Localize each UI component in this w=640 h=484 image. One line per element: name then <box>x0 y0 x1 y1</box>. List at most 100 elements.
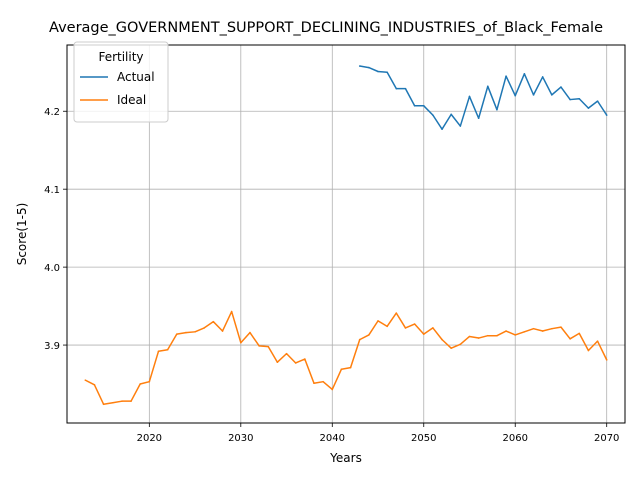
chart-title: Average_GOVERNMENT_SUPPORT_DECLINING_IND… <box>49 20 603 36</box>
data-point-ideal <box>322 380 324 383</box>
data-point-ideal <box>84 379 87 381</box>
data-point-ideal <box>340 368 343 371</box>
data-point-ideal <box>313 382 315 385</box>
data-point-actual <box>523 73 526 75</box>
data-point-actual <box>532 94 535 96</box>
data-point-actual <box>496 108 498 111</box>
legend-title: Fertility <box>98 50 143 64</box>
data-point-actual <box>560 86 562 88</box>
plot-area-frame <box>66 44 626 424</box>
data-point-actual <box>377 70 379 73</box>
data-point-ideal <box>121 400 123 402</box>
data-point-ideal <box>267 345 270 348</box>
data-point-ideal <box>486 334 489 337</box>
y-tick-label: 3.9 <box>44 341 60 352</box>
x-tick-label: 2060 <box>503 433 528 444</box>
data-point-actual <box>432 114 434 116</box>
legend: Fertility Actual Ideal <box>73 41 169 123</box>
data-point-ideal <box>230 310 233 313</box>
data-point-ideal <box>221 330 224 332</box>
x-tick-label: 2020 <box>137 433 162 444</box>
data-point-ideal <box>249 331 251 334</box>
data-point-actual <box>395 87 398 90</box>
data-point-actual <box>386 71 388 74</box>
data-point-ideal <box>523 331 526 333</box>
x-tick-label: 2070 <box>594 433 619 444</box>
data-point-ideal <box>240 341 242 344</box>
data-point-ideal <box>422 333 425 335</box>
data-point-ideal <box>258 345 260 347</box>
data-point-ideal <box>148 380 151 383</box>
data-point-ideal <box>569 338 571 340</box>
series-line-ideal <box>84 310 608 406</box>
axis-ticks: 2020 2030 2040 2050 2060 2070 3.9 4.0 4.1 4.2 <box>44 107 619 444</box>
data-point-actual <box>477 117 480 120</box>
data-point-actual <box>486 85 489 88</box>
data-point-ideal <box>496 334 498 337</box>
data-point-actual <box>541 76 544 78</box>
x-axis-label: Years <box>329 451 362 465</box>
data-point-ideal <box>413 323 416 325</box>
legend-label-ideal: Ideal <box>117 93 146 107</box>
data-point-ideal <box>450 347 453 349</box>
data-point-ideal <box>93 384 96 386</box>
data-point-actual <box>514 94 517 97</box>
data-point-ideal <box>285 352 288 355</box>
data-point-ideal <box>541 330 544 332</box>
data-point-ideal <box>358 338 361 341</box>
data-point-actual <box>596 100 599 102</box>
data-point-ideal <box>532 327 535 330</box>
data-point-actual <box>551 94 553 96</box>
data-point-ideal <box>432 327 434 329</box>
data-point-ideal <box>212 320 215 323</box>
data-point-ideal <box>139 383 141 385</box>
data-point-ideal <box>596 340 599 342</box>
data-point-actual <box>450 113 453 116</box>
series-lines <box>84 65 608 406</box>
data-point-ideal <box>304 358 306 360</box>
data-point-ideal <box>386 325 388 328</box>
data-point-ideal <box>551 327 553 330</box>
data-point-ideal <box>203 327 206 329</box>
data-point-actual <box>413 104 416 107</box>
data-point-ideal <box>477 337 480 339</box>
legend-frame <box>73 41 169 123</box>
data-point-actual <box>404 87 407 90</box>
data-point-ideal <box>514 334 517 336</box>
data-point-actual <box>605 114 608 116</box>
data-point-ideal <box>166 348 169 351</box>
data-point-ideal <box>102 403 105 406</box>
x-tick-label: 2030 <box>228 433 253 444</box>
data-point-ideal <box>377 320 379 322</box>
data-point-ideal <box>578 332 581 335</box>
data-point-ideal <box>459 343 462 346</box>
data-point-actual <box>505 75 507 77</box>
data-point-ideal <box>294 362 297 364</box>
grid-lines <box>67 45 625 423</box>
data-point-actual <box>587 107 590 109</box>
data-point-ideal <box>404 327 407 329</box>
data-point-ideal <box>157 350 160 353</box>
data-point-actual <box>441 128 443 130</box>
data-point-actual <box>459 125 462 127</box>
data-point-ideal <box>368 334 370 336</box>
data-point-ideal <box>560 326 562 328</box>
data-point-actual <box>368 66 370 69</box>
data-point-actual <box>569 98 571 101</box>
x-tick-label: 2050 <box>411 433 436 444</box>
data-point-ideal <box>505 330 507 332</box>
legend-label-actual: Actual <box>117 70 155 84</box>
y-axis-label: Score(1-5) <box>15 203 29 266</box>
data-point-ideal <box>587 349 590 352</box>
y-tick-label: 4.0 <box>44 263 60 274</box>
data-point-ideal <box>605 359 608 361</box>
data-point-ideal <box>349 366 352 369</box>
data-point-actual <box>578 97 581 100</box>
data-point-ideal <box>111 401 114 404</box>
data-point-actual <box>468 95 471 98</box>
y-tick-label: 4.2 <box>44 107 60 118</box>
data-point-ideal <box>331 388 334 391</box>
data-point-ideal <box>441 338 443 341</box>
x-tick-label: 2040 <box>320 433 345 444</box>
